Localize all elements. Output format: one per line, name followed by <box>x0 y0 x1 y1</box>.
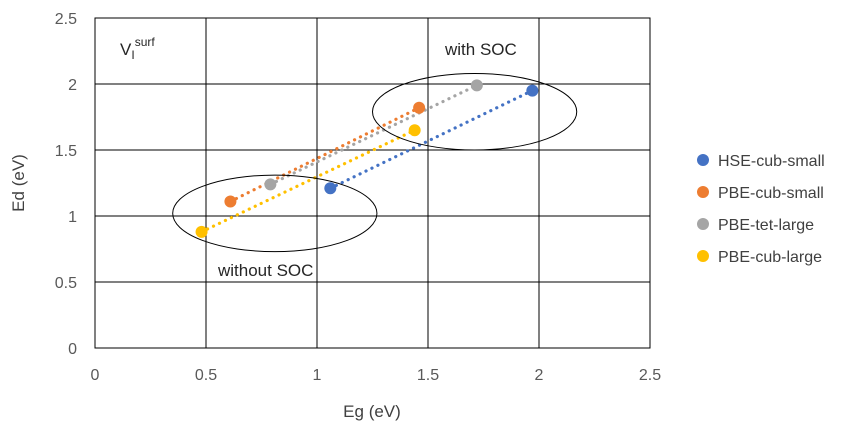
with-soc-label: with SOC <box>444 40 517 59</box>
point-pbe-cub-large <box>195 225 208 238</box>
y-tick-label: 0 <box>68 341 77 358</box>
x-tick-labels: 0 0.5 1 1.5 2 2.5 <box>91 367 662 384</box>
legend-label-hse-cub-small: HSE-cub-small <box>718 153 825 170</box>
ellipse-with-soc <box>372 72 578 151</box>
gridlines <box>94 17 651 349</box>
legend-marker-pbe-cub-large <box>697 250 709 262</box>
corner-label: VIsurf <box>120 35 155 62</box>
trendline-pbe-cub-small <box>228 106 421 204</box>
legend-marker-pbe-tet-large <box>697 218 709 230</box>
y-tick-label: 1.5 <box>55 143 77 160</box>
y-tick-labels: 0 0.5 1 1.5 2 2.5 <box>55 11 77 358</box>
corner-label-subscript: I <box>131 48 134 62</box>
trendline-pbe-tet-large <box>268 83 479 186</box>
y-tick-label: 2.5 <box>55 11 77 28</box>
point-hse-cub-small <box>324 182 337 195</box>
point-hse-cub-small <box>526 84 539 97</box>
corner-label-superscript: surf <box>135 35 156 49</box>
x-axis-title: Eg (eV) <box>343 402 401 421</box>
x-tick-label: 0.5 <box>195 367 217 384</box>
point-pbe-cub-large <box>408 124 421 137</box>
x-tick-label: 2 <box>535 367 544 384</box>
point-pbe-cub-small <box>413 101 426 114</box>
point-pbe-cub-small <box>224 195 237 208</box>
y-axis-title: Ed (eV) <box>9 154 28 212</box>
x-tick-label: 1.5 <box>417 367 439 384</box>
corner-label-main: V <box>120 40 132 59</box>
y-tick-label: 1 <box>68 209 77 226</box>
y-tick-label: 2 <box>68 77 77 94</box>
ellipse-without-soc <box>172 174 378 253</box>
legend-label-pbe-tet-large: PBE-tet-large <box>718 217 814 234</box>
legend-label-pbe-cub-large: PBE-cub-large <box>718 249 822 266</box>
point-pbe-tet-large <box>470 79 483 92</box>
legend-marker-hse-cub-small <box>697 154 709 166</box>
trendlines <box>199 83 534 234</box>
x-tick-label: 2.5 <box>639 367 661 384</box>
point-pbe-tet-large <box>264 178 277 191</box>
y-tick-label: 0.5 <box>55 275 77 292</box>
without-soc-label: without SOC <box>217 261 313 280</box>
data-points <box>195 79 539 238</box>
legend-label-pbe-cub-small: PBE-cub-small <box>718 185 824 202</box>
soc-ellipses <box>172 72 578 253</box>
trendline-pbe-cub-large <box>199 128 417 234</box>
legend: HSE-cub-small PBE-cub-small PBE-tet-large P… <box>697 153 825 266</box>
plot-area-border <box>94 17 651 349</box>
legend-marker-pbe-cub-small <box>697 186 709 198</box>
x-tick-label: 0 <box>91 367 100 384</box>
trendline-hse-cub-small <box>328 88 534 190</box>
x-tick-label: 1 <box>313 367 322 384</box>
